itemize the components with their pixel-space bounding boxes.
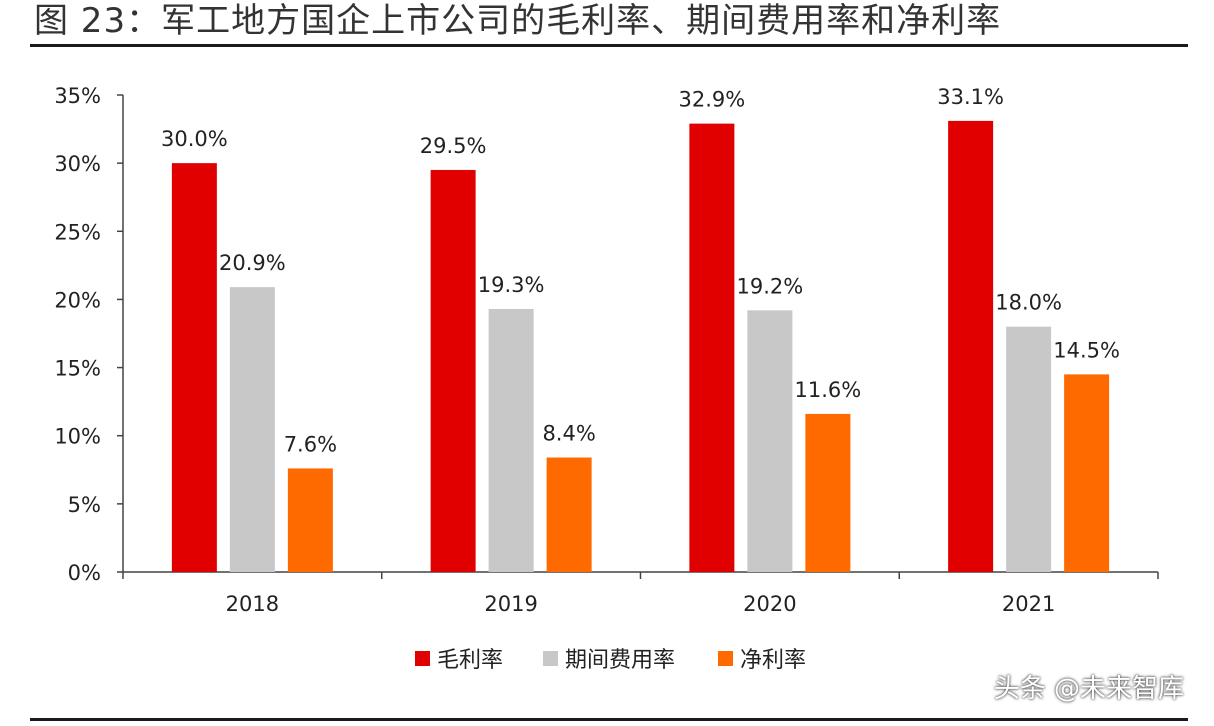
data-label: 11.6% bbox=[795, 378, 862, 402]
bar bbox=[430, 169, 476, 572]
bar bbox=[1064, 374, 1110, 572]
x-tick-label: 2018 bbox=[226, 592, 279, 616]
data-label: 19.2% bbox=[737, 274, 804, 298]
figure-title: 图 23：军工地方国企上市公司的毛利率、期间费用率和净利率 bbox=[34, 1, 1002, 41]
legend-swatch bbox=[415, 651, 430, 666]
x-tick-label: 2020 bbox=[743, 592, 796, 616]
legend-swatch bbox=[718, 651, 733, 666]
data-label: 7.6% bbox=[284, 432, 337, 456]
data-label: 18.0% bbox=[995, 291, 1062, 315]
y-tick-label: 5% bbox=[68, 493, 101, 517]
bar bbox=[287, 468, 333, 572]
bottom-rule bbox=[30, 718, 1188, 721]
y-tick-label: 25% bbox=[54, 220, 101, 244]
data-label: 33.1% bbox=[937, 85, 1004, 109]
data-label: 30.0% bbox=[161, 127, 228, 151]
bar bbox=[1006, 326, 1052, 572]
watermark: 头条 @未来智库 bbox=[993, 674, 1184, 704]
bar bbox=[229, 287, 275, 572]
bar bbox=[546, 457, 592, 572]
bar bbox=[948, 120, 994, 572]
y-tick-label: 30% bbox=[54, 152, 101, 176]
data-label: 32.9% bbox=[679, 88, 746, 112]
bar bbox=[689, 123, 735, 573]
y-tick-label: 35% bbox=[54, 84, 101, 108]
top-rule bbox=[30, 44, 1188, 47]
data-label: 14.5% bbox=[1053, 338, 1120, 362]
bar bbox=[747, 310, 793, 572]
x-tick-label: 2019 bbox=[484, 592, 537, 616]
legend-swatch bbox=[543, 651, 558, 666]
y-tick-label: 20% bbox=[54, 288, 101, 312]
data-label: 29.5% bbox=[420, 134, 487, 158]
legend-label: 毛利率 bbox=[437, 648, 503, 673]
legend-label: 期间费用率 bbox=[565, 648, 675, 673]
legend-label: 净利率 bbox=[740, 648, 806, 673]
y-tick-label: 15% bbox=[54, 357, 101, 381]
data-label: 20.9% bbox=[219, 251, 286, 275]
bar bbox=[805, 413, 851, 572]
bar bbox=[488, 308, 534, 572]
data-label: 19.3% bbox=[478, 273, 545, 297]
data-label: 8.4% bbox=[542, 422, 595, 446]
y-tick-label: 10% bbox=[54, 425, 101, 449]
y-tick-label: 0% bbox=[68, 561, 101, 585]
bar bbox=[171, 163, 217, 572]
x-tick-label: 2021 bbox=[1002, 592, 1055, 616]
